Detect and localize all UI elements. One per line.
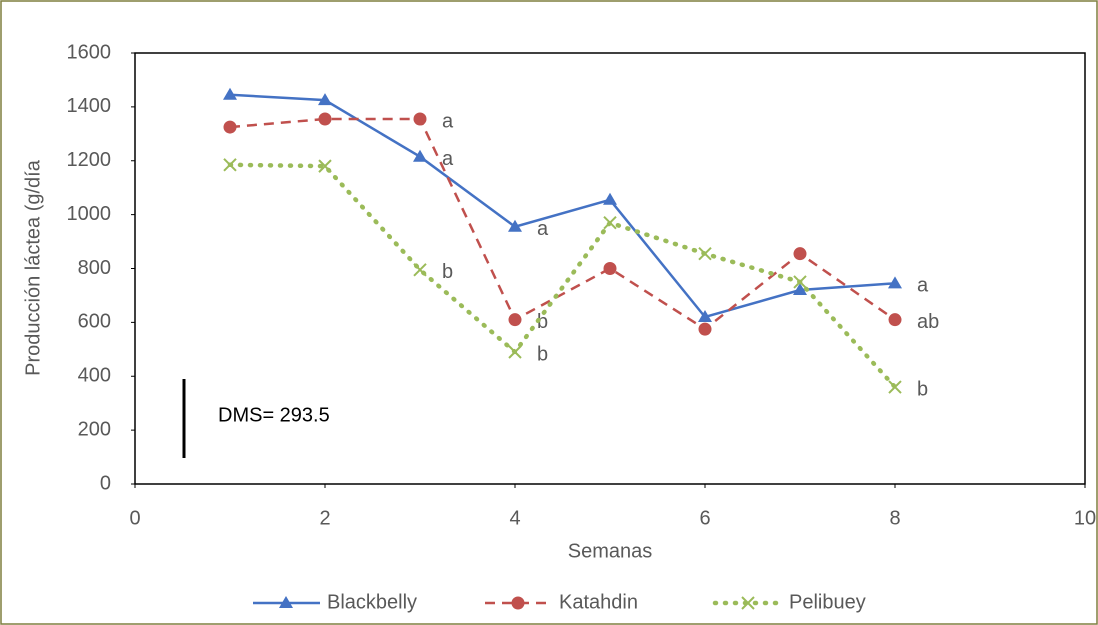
- legend: Blackbelly Katahdin Pelibuey: [253, 591, 866, 613]
- marker: [793, 247, 807, 261]
- legend-marker: [741, 596, 755, 610]
- y-tick-label: 1000: [67, 203, 112, 225]
- marker: [793, 275, 807, 289]
- x-tick-label: 0: [129, 507, 140, 529]
- marker: [508, 313, 522, 327]
- point-label: a: [442, 110, 454, 132]
- series-line: [229, 117, 896, 331]
- y-tick-label: 800: [78, 257, 111, 279]
- point-label: b: [917, 378, 928, 400]
- series-line: [229, 93, 896, 319]
- marker: [698, 309, 712, 322]
- x-tick-label: 10: [1074, 507, 1096, 529]
- marker: [793, 283, 807, 296]
- y-tick-label: 400: [78, 365, 111, 387]
- series-line: [227, 162, 898, 390]
- y-tick-label: 1600: [67, 41, 112, 63]
- marker: [603, 215, 617, 230]
- legend-marker: [511, 596, 525, 610]
- marker: [603, 262, 617, 275]
- y-tick-label: 0: [100, 472, 111, 494]
- y-tick-label: 1200: [67, 149, 112, 171]
- y-tick-label: 1400: [67, 95, 112, 117]
- legend-label: Blackbelly: [327, 591, 417, 613]
- marker: [888, 380, 902, 394]
- x-tick-label: 4: [509, 507, 520, 529]
- point-label: ab: [917, 311, 939, 333]
- marker: [318, 112, 332, 126]
- x-axis-title: Semanas: [568, 540, 653, 562]
- point-label: b: [537, 343, 548, 365]
- marker: [698, 246, 712, 261]
- marker: [888, 276, 902, 289]
- marker: [223, 158, 237, 172]
- y-axis-title: Producción láctea (g/día: [22, 159, 44, 376]
- legend-label: Pelibuey: [789, 591, 866, 613]
- marker: [413, 112, 427, 126]
- dms-label: DMS= 293.5: [218, 404, 330, 426]
- x-tick-label: 8: [889, 507, 900, 529]
- point-label: a: [442, 148, 454, 170]
- marker: [603, 192, 617, 205]
- point-label: a: [537, 218, 549, 240]
- marker: [413, 149, 427, 162]
- marker: [508, 219, 522, 232]
- point-label: b: [442, 261, 453, 283]
- y-tick-label: 600: [78, 311, 111, 333]
- marker: [318, 93, 332, 106]
- marker: [318, 159, 332, 173]
- marker: [698, 322, 712, 336]
- marker: [888, 313, 902, 327]
- marker: [413, 263, 427, 277]
- marker: [223, 87, 237, 100]
- marker: [223, 120, 237, 134]
- point-label: a: [917, 275, 929, 297]
- marker: [508, 345, 522, 359]
- legend-marker: [279, 596, 293, 608]
- x-tick-label: 2: [319, 507, 330, 529]
- point-label: b: [537, 311, 548, 333]
- x-tick-label: 6: [699, 507, 710, 529]
- y-tick-label: 200: [78, 418, 111, 440]
- legend-label: Katahdin: [559, 591, 638, 613]
